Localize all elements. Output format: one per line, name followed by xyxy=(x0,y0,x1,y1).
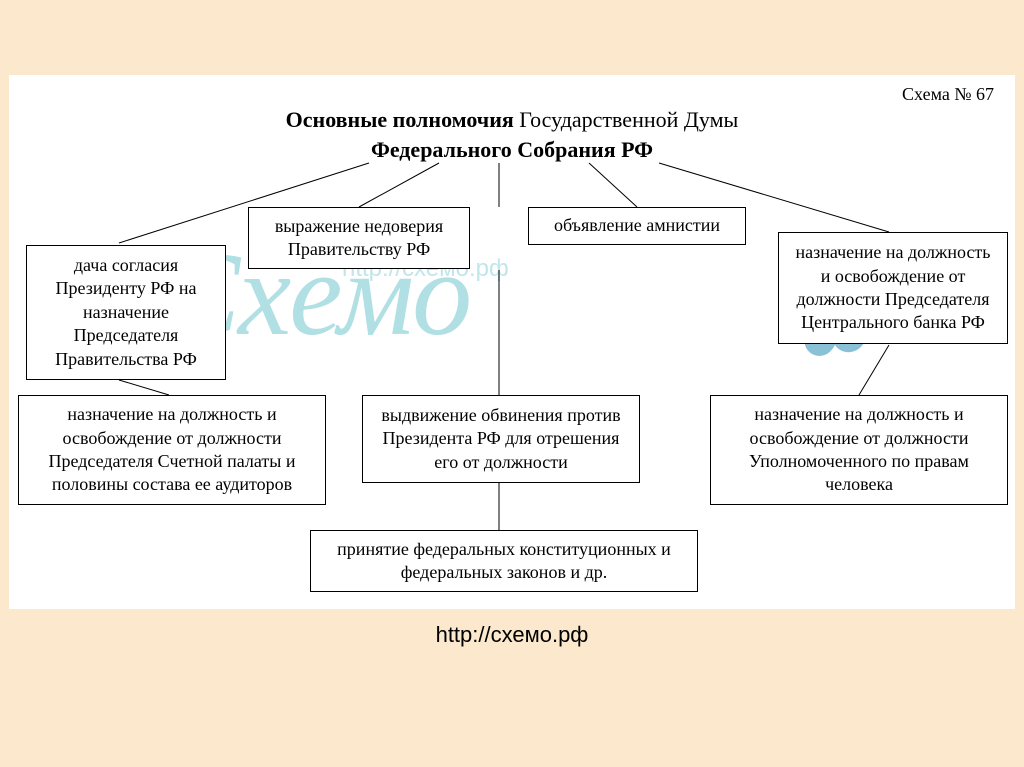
node-accounts-chamber: назначение на должность и освобождение о… xyxy=(18,395,326,505)
scheme-number-label: Схема № 67 xyxy=(902,84,994,105)
node-amnesty: объявление амнистии xyxy=(528,207,746,245)
node-central-bank: назначение на должность и освобождение о… xyxy=(778,232,1008,344)
title-rest-line1: Государственной Думы xyxy=(514,107,739,132)
node-ombudsman: назначение на должность и освобождение о… xyxy=(710,395,1008,505)
node-consent-president: дача согласия Президенту РФ на назначени… xyxy=(26,245,226,380)
title-line2: Федерального Собрания РФ xyxy=(371,137,653,162)
node-federal-laws: принятие федеральных конституционных и ф… xyxy=(310,530,698,592)
title-bold-part: Основные полномочия xyxy=(286,107,514,132)
footer-url-label: http://схемо.рф xyxy=(0,622,1024,648)
node-no-confidence: выражение недоверия Правительству РФ xyxy=(248,207,470,269)
diagram-title: Основные полномочия Государственной Думы… xyxy=(0,105,1024,164)
node-impeachment: выдвижение обвинения против Президента Р… xyxy=(362,395,640,483)
